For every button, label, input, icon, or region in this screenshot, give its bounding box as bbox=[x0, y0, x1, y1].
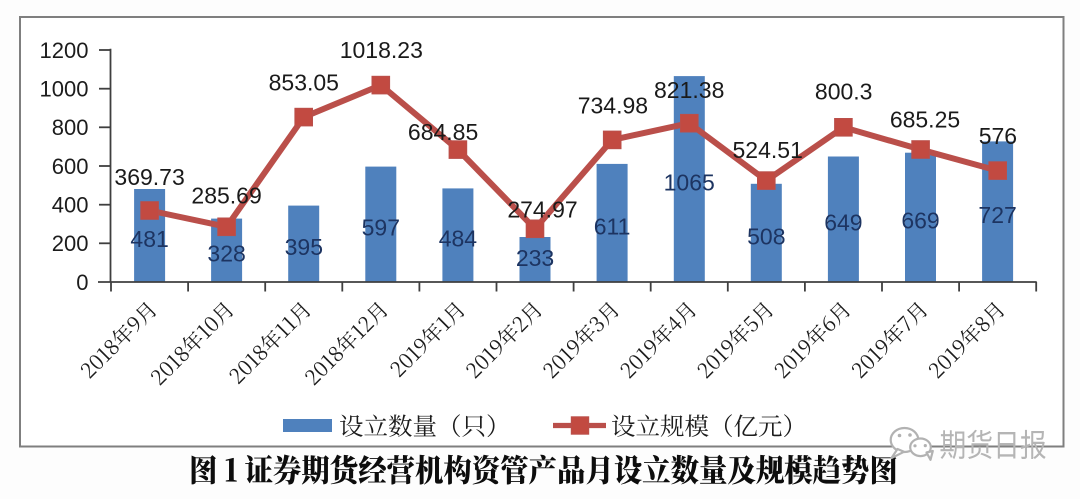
svg-text:685.25: 685.25 bbox=[890, 106, 960, 132]
svg-text:576: 576 bbox=[979, 123, 1017, 149]
svg-text:684.85: 684.85 bbox=[408, 119, 478, 145]
svg-text:369.73: 369.73 bbox=[114, 164, 184, 190]
svg-text:821.38: 821.38 bbox=[654, 77, 724, 103]
svg-text:727: 727 bbox=[978, 202, 1016, 228]
svg-text:649: 649 bbox=[824, 210, 862, 236]
svg-text:481: 481 bbox=[130, 226, 168, 252]
svg-text:0: 0 bbox=[76, 270, 88, 295]
svg-text:669: 669 bbox=[901, 208, 939, 234]
svg-text:800.3: 800.3 bbox=[815, 79, 873, 105]
svg-text:274.97: 274.97 bbox=[507, 196, 577, 222]
svg-text:853.05: 853.05 bbox=[269, 69, 339, 95]
svg-text:233: 233 bbox=[516, 245, 554, 271]
svg-text:1000: 1000 bbox=[40, 77, 89, 102]
svg-text:524.51: 524.51 bbox=[733, 137, 803, 163]
svg-text:508: 508 bbox=[747, 223, 785, 249]
svg-text:597: 597 bbox=[362, 215, 400, 241]
svg-text:611: 611 bbox=[594, 213, 631, 239]
svg-text:1065: 1065 bbox=[664, 170, 715, 196]
svg-text:200: 200 bbox=[52, 231, 89, 256]
svg-text:734.98: 734.98 bbox=[578, 93, 648, 119]
svg-text:1200: 1200 bbox=[40, 38, 89, 63]
svg-text:400: 400 bbox=[52, 193, 89, 218]
svg-text:800: 800 bbox=[52, 115, 89, 140]
svg-text:395: 395 bbox=[285, 234, 323, 260]
svg-text:285.69: 285.69 bbox=[191, 182, 261, 208]
svg-text:328: 328 bbox=[207, 241, 245, 267]
svg-text:1018.23: 1018.23 bbox=[340, 37, 423, 63]
svg-text:484: 484 bbox=[439, 226, 478, 252]
svg-text:600: 600 bbox=[52, 154, 89, 179]
